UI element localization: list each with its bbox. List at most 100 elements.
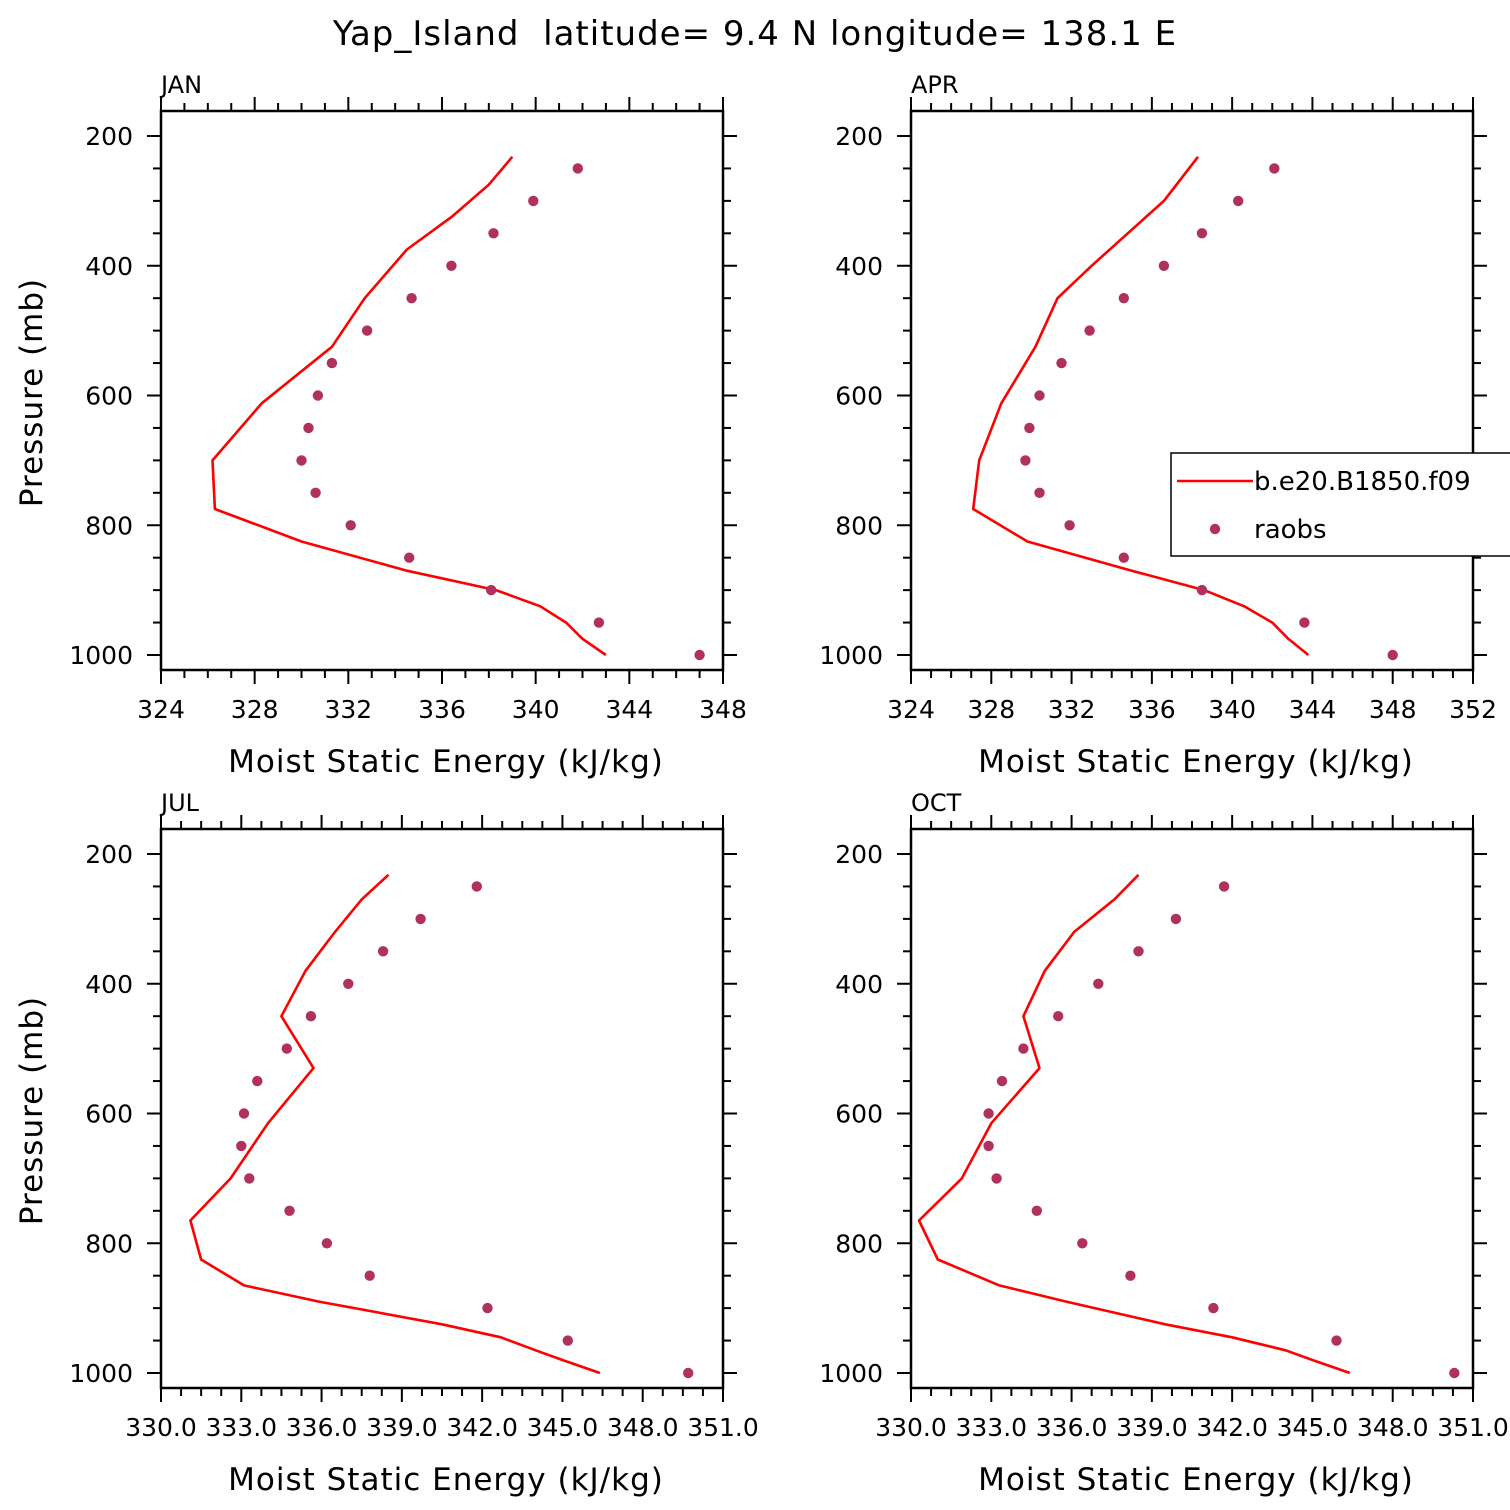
raobs-point [488,228,499,239]
raobs-point [305,1011,317,1022]
model-profile-line [189,873,601,1375]
figure-title: Yap_Island latitude= 9.4 N longitude= 13… [332,14,1177,54]
y-tick-label: 800 [85,511,133,540]
raobs-point [572,163,583,174]
plot-frame [909,827,1475,1390]
legend-label: b.e20.B1850.f09 [1254,467,1471,497]
raobs-point [1034,487,1045,498]
raobs-point [1084,325,1095,336]
raobs-point [683,1367,694,1379]
raobs-point [1125,1270,1136,1281]
raobs-point [562,1335,573,1346]
x-tick-label: 340 [512,695,560,724]
raobs-point [244,1173,255,1184]
x-tick-label: 336 [418,695,466,724]
y-tick-label: 600 [835,382,883,411]
x-tick-label: 336.0 [1036,1413,1108,1442]
raobs-point [1020,455,1031,466]
raobs-point [486,584,497,596]
y-tick-label: 200 [835,122,883,151]
y-tick-label: 1000 [819,641,883,670]
raobs-point [284,1205,295,1217]
raobs-point [593,617,605,628]
x-tick-label: 336.0 [286,1413,358,1442]
y-tick-label: 200 [85,840,133,869]
y-tick-label: 400 [85,252,133,281]
y-tick-label: 400 [835,252,883,281]
legend-label: raobs [1254,515,1327,545]
x-tick-label: 340 [1208,695,1256,724]
y-axis-title: Pressure (mb) [14,278,50,507]
x-tick-label: 345.0 [527,1413,599,1442]
y-tick-label: 1000 [69,641,133,670]
raobs-point [983,1140,994,1152]
raobs-point [364,1270,375,1281]
panel-label: JUL [159,789,200,817]
x-tick-label: 342.0 [1196,1413,1268,1442]
x-tick-label: 328 [231,695,279,724]
raobs-point [1387,649,1398,661]
raobs-point [1056,357,1067,369]
raobs-point [471,881,482,892]
raobs-point [406,293,417,304]
model-profile-line [211,155,607,657]
x-tick-label: 339.0 [366,1413,438,1442]
x-tick-label: 352 [1449,695,1497,724]
raobs-point [1170,913,1182,925]
x-axis-title: Moist Static Energy (kJ/kg) [978,744,1414,780]
x-tick-label: 351.0 [1437,1413,1509,1442]
legend-box [1170,452,1510,557]
x-tick-label: 333.0 [955,1413,1027,1442]
x-axis-title: Moist Static Energy (kJ/kg) [978,1462,1414,1498]
raobs-point [1269,163,1280,174]
raobs-point [377,946,389,957]
x-tick-label: 348 [1369,695,1417,724]
y-tick-label: 600 [835,1100,883,1129]
raobs-point [1208,1302,1219,1314]
x-tick-label: 348.0 [1357,1413,1429,1442]
plot-frame [159,109,725,672]
x-tick-label: 351.0 [687,1413,759,1442]
raobs-point [236,1140,247,1152]
panel-jul: JUL 330.0 333.0 336.0 339.0 342.0 345.0 348.0 35… [14,789,759,1498]
y-tick-label: 1000 [69,1359,133,1388]
raobs-point [1196,228,1208,239]
y-tick-label: 600 [85,382,133,411]
legend: b.e20.B1850.f09 raobs [1170,452,1510,557]
raobs-point [1077,1238,1088,1249]
raobs-point [694,649,705,661]
x-tick-label: 333.0 [205,1413,277,1442]
raobs-point [482,1302,493,1314]
raobs-point [1018,1043,1029,1054]
raobs-point [345,520,356,531]
raobs-point [238,1108,250,1119]
raobs-point [1331,1335,1342,1346]
x-tick-label: 336 [1128,695,1176,724]
panel-apr: APR 324 328 332 336 340 344 348 352 200 400 600 800 1… [819,71,1496,780]
raobs-point [1093,978,1104,989]
raobs-point [1024,422,1035,434]
x-tick-label: 328 [967,695,1015,724]
x-tick-label: 339.0 [1116,1413,1188,1442]
x-tick-label: 342.0 [446,1413,518,1442]
y-tick-label: 400 [85,970,133,999]
raobs-point [1118,552,1130,563]
panel-oct: OCT 330.0 333.0 336.0 339.0 342.0 345.0 348.0 35… [819,789,1508,1498]
raobs-point [1118,293,1130,304]
raobs-point [404,552,415,563]
raobs-point [996,1075,1008,1087]
raobs-point [1196,584,1208,596]
x-tick-label: 324 [887,695,935,724]
panel-jan: JAN 324 328 332 336 340 344 348 200 400 600 800 1000… [14,71,747,780]
x-tick-label: 330.0 [875,1413,947,1442]
x-tick-label: 344 [605,695,653,724]
panel-label: JAN [159,71,202,99]
x-tick-label: 348 [699,695,747,724]
y-tick-label: 1000 [819,1359,883,1388]
raobs-point [1034,390,1045,401]
y-tick-label: 600 [85,1100,133,1129]
raobs-point [415,913,426,925]
raobs-point [1233,195,1244,207]
y-axis-title: Pressure (mb) [14,996,50,1225]
raobs-point [1133,946,1144,957]
